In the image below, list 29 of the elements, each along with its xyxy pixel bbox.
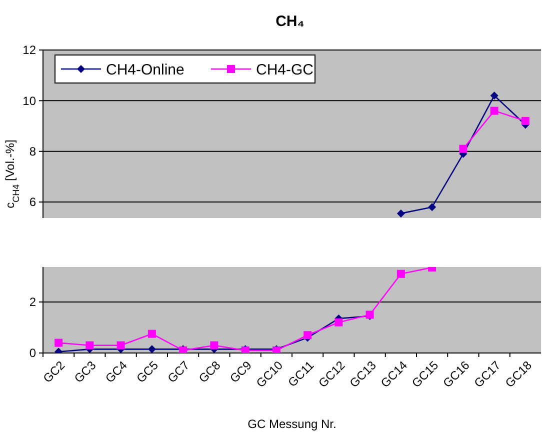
chart-title: CH₄	[276, 13, 304, 30]
y-tick-label: 2	[29, 295, 36, 310]
y-tick-label: 10	[22, 94, 36, 108]
legend-label: CH4-GC	[256, 61, 314, 78]
point	[148, 345, 156, 353]
legend-label: CH4-Online	[106, 61, 184, 78]
x-tick-label: GC3	[71, 358, 99, 386]
point	[148, 330, 156, 338]
point	[459, 144, 468, 153]
point	[396, 270, 405, 278]
point	[396, 209, 405, 218]
y-tick-label: 6	[29, 195, 36, 210]
point	[521, 116, 530, 125]
y-tick-label: 12	[22, 43, 36, 58]
x-tick-label: GC8	[196, 358, 224, 386]
y-tick-label: 8	[29, 144, 36, 159]
point	[334, 318, 343, 326]
point	[490, 92, 498, 100]
point	[304, 331, 312, 340]
x-tick-label: GC9	[227, 358, 255, 386]
point	[428, 203, 436, 212]
point	[54, 338, 63, 347]
x-tick-label: GC2	[40, 358, 68, 386]
point	[490, 106, 498, 115]
point	[86, 341, 94, 350]
y-tick-label: 0	[29, 346, 36, 360]
point	[116, 341, 125, 350]
point	[210, 341, 218, 350]
x-axis-title: GC Messung Nr.	[248, 417, 336, 431]
